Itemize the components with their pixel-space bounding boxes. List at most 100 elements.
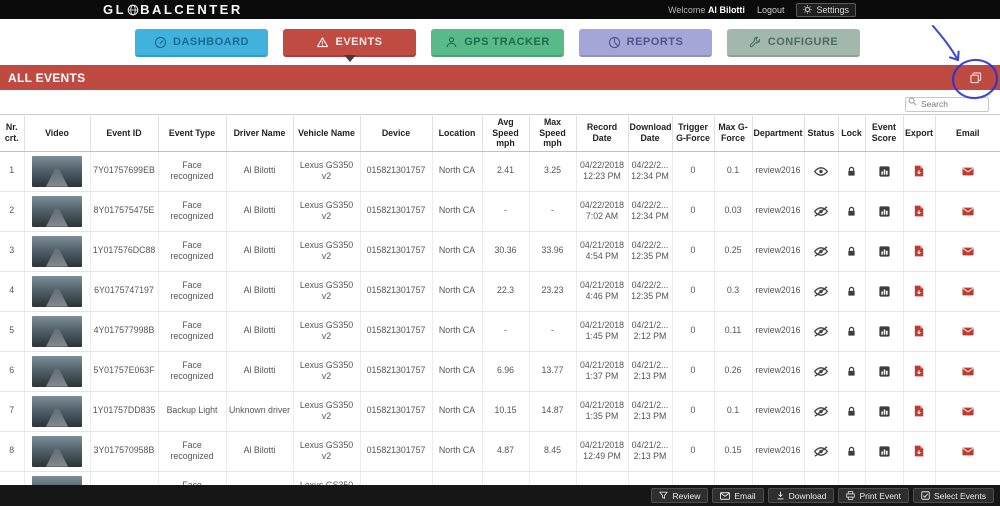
event-row[interactable]: 6 5Y01757E063F Face recognized Al Bilott… xyxy=(0,351,1000,392)
col-header-location: Location xyxy=(432,114,483,152)
status-eye-icon[interactable] xyxy=(813,166,829,177)
event-score-icon[interactable] xyxy=(878,245,890,257)
export-pdf-icon[interactable] xyxy=(914,445,924,457)
cell-download-date: 04/21/2... 2:13 PM xyxy=(628,391,673,432)
event-row[interactable]: 1 7Y01757699EB Face recognized Al Bilott… xyxy=(0,151,1000,192)
event-row[interactable]: 3 1Y017576DC88 Face recognized Al Bilott… xyxy=(0,231,1000,272)
download-button[interactable]: Download xyxy=(767,488,835,503)
cell-avg-speed: 30.36 xyxy=(482,231,530,272)
cell-vehicle-name: Lexus GS350 v2 xyxy=(293,191,361,232)
video-thumbnail[interactable] xyxy=(32,475,82,485)
event-row[interactable]: 8 3Y017570958B Face recognized Al Bilott… xyxy=(0,431,1000,472)
lock-icon[interactable] xyxy=(846,366,857,377)
cell-trigger-gforce: 0 xyxy=(672,471,715,485)
lock-icon[interactable] xyxy=(846,286,857,297)
cell-event-type: Face recognized xyxy=(158,231,227,272)
tab-gps-tracker[interactable]: GPS TRACKER xyxy=(431,29,564,57)
video-thumbnail[interactable] xyxy=(32,275,82,307)
video-thumbnail[interactable] xyxy=(32,315,82,347)
cell-department: review2016 xyxy=(752,151,805,192)
event-score-icon[interactable] xyxy=(878,405,890,417)
email-icon[interactable] xyxy=(962,207,974,216)
cell-row-number: 8 xyxy=(0,431,25,472)
tab-configure[interactable]: CONFIGURE xyxy=(727,29,860,57)
cell-event-id: 4Y017577998B xyxy=(90,311,159,352)
cell-event-type: Face recognized xyxy=(158,351,227,392)
cell-video xyxy=(24,311,91,352)
lock-icon[interactable] xyxy=(846,246,857,257)
event-score-icon[interactable] xyxy=(878,365,890,377)
email-icon[interactable] xyxy=(962,407,974,416)
export-pdf-icon[interactable] xyxy=(914,405,924,417)
status-eye-icon[interactable] xyxy=(813,365,829,377)
status-eye-icon[interactable] xyxy=(813,245,829,257)
status-eye-icon[interactable] xyxy=(813,445,829,457)
email-icon[interactable] xyxy=(962,367,974,376)
review-button[interactable]: Review xyxy=(651,488,709,503)
email-icon[interactable] xyxy=(962,287,974,296)
event-score-icon[interactable] xyxy=(878,285,890,297)
event-row[interactable]: 9 Face recognized Al Bilotti Lexus GS350… xyxy=(0,471,1000,485)
cell-lock xyxy=(838,231,866,272)
video-thumbnail[interactable] xyxy=(32,195,82,227)
event-score-icon[interactable] xyxy=(878,445,890,457)
cell-status xyxy=(804,391,839,432)
col-header-department: Department xyxy=(752,114,805,152)
lock-icon[interactable] xyxy=(846,166,857,177)
event-score-icon[interactable] xyxy=(878,325,890,337)
export-pdf-icon[interactable] xyxy=(914,165,924,177)
lock-icon[interactable] xyxy=(846,326,857,337)
event-row[interactable]: 5 4Y017577998B Face recognized Al Bilott… xyxy=(0,311,1000,352)
cell-lock xyxy=(838,431,866,472)
video-thumbnail[interactable] xyxy=(32,435,82,467)
status-eye-icon[interactable] xyxy=(813,205,829,217)
search-icon xyxy=(908,97,917,106)
cell-video xyxy=(24,471,91,485)
export-pdf-icon[interactable] xyxy=(914,365,924,377)
event-score-icon[interactable] xyxy=(878,165,890,177)
event-score-icon[interactable] xyxy=(878,205,890,217)
tab-events[interactable]: EVENTS xyxy=(283,29,416,57)
tab-dashboard[interactable]: DASHBOARD xyxy=(135,29,268,57)
video-thumbnail[interactable] xyxy=(32,355,82,387)
status-eye-icon[interactable] xyxy=(813,285,829,297)
lock-icon[interactable] xyxy=(846,206,857,217)
lock-icon[interactable] xyxy=(846,446,857,457)
print-event-button[interactable]: Print Event xyxy=(838,488,910,503)
cell-lock xyxy=(838,311,866,352)
email-icon[interactable] xyxy=(962,447,974,456)
export-pdf-icon[interactable] xyxy=(914,325,924,337)
cell-status xyxy=(804,271,839,312)
cell-max-gforce: 0.03 xyxy=(714,191,753,232)
logout-link[interactable]: Logout xyxy=(756,4,785,15)
cell-event-score xyxy=(865,471,904,485)
email-icon[interactable] xyxy=(962,167,974,176)
settings-button[interactable]: Settings xyxy=(796,2,856,17)
cell-record-date: 04/21/2018 12:49 PM xyxy=(576,431,629,472)
cell-row-number: 3 xyxy=(0,231,25,272)
cell-event-score xyxy=(865,231,904,272)
search-input[interactable] xyxy=(905,96,989,112)
cell-vehicle-name: Lexus GS350 v2 xyxy=(293,271,361,312)
event-row[interactable]: 2 8Y017575475E Face recognized Al Bilott… xyxy=(0,191,1000,232)
status-eye-icon[interactable] xyxy=(813,325,829,337)
select-events-button[interactable]: Select Events xyxy=(913,488,994,503)
tab-reports[interactable]: REPORTS xyxy=(579,29,712,57)
lock-icon[interactable] xyxy=(846,406,857,417)
email-icon[interactable] xyxy=(962,327,974,336)
event-row[interactable]: 4 6Y0175747197 Face recognized Al Bilott… xyxy=(0,271,1000,312)
event-row[interactable]: 7 1Y01757DD835 Backup Light Unknown driv… xyxy=(0,391,1000,432)
video-thumbnail[interactable] xyxy=(32,395,82,427)
export-pdf-icon[interactable] xyxy=(914,285,924,297)
email-icon[interactable] xyxy=(962,247,974,256)
export-pdf-icon[interactable] xyxy=(914,205,924,217)
export-events-icon[interactable] xyxy=(970,71,982,84)
video-thumbnail[interactable] xyxy=(32,235,82,267)
video-thumbnail[interactable] xyxy=(32,155,82,187)
warning-icon xyxy=(317,36,329,47)
cell-row-number: 4 xyxy=(0,271,25,312)
cell-export xyxy=(903,391,936,432)
email-button[interactable]: Email xyxy=(712,488,764,503)
export-pdf-icon[interactable] xyxy=(914,245,924,257)
status-eye-icon[interactable] xyxy=(813,405,829,417)
